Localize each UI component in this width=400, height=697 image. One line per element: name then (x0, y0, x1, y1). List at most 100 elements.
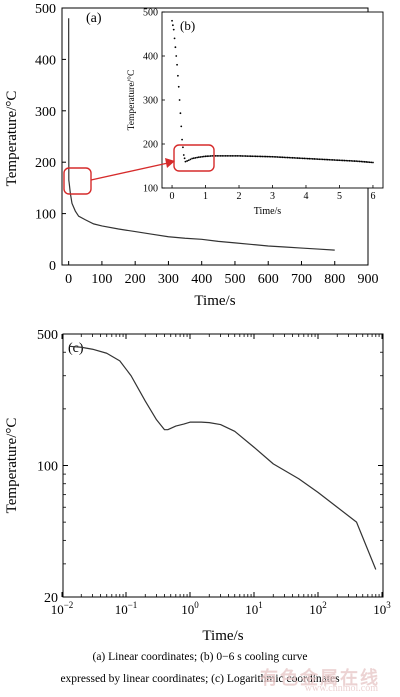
panel-c-frame (62, 333, 384, 598)
x-tick-label: 10−1 (115, 600, 138, 617)
data-point (269, 155, 272, 158)
data-point (180, 125, 183, 128)
data-point (318, 158, 321, 161)
data-point (353, 160, 356, 162)
data-point (303, 157, 306, 160)
data-point (254, 155, 257, 158)
y-axis-label: Temperature/°C (126, 70, 137, 131)
data-point (199, 156, 202, 158)
data-point (311, 157, 314, 160)
data-point (221, 154, 224, 157)
data-point (263, 155, 266, 158)
data-point (192, 157, 195, 160)
data-point (290, 156, 292, 159)
panel-label: (c) (68, 341, 84, 356)
data-point (228, 154, 230, 157)
data-point (234, 154, 237, 157)
data-point (171, 19, 173, 22)
x-tick-label: 700 (291, 272, 312, 287)
data-point (189, 158, 192, 161)
data-point (175, 55, 178, 57)
x-tick-label: 0 (170, 191, 175, 202)
data-point (350, 159, 353, 162)
data-point (343, 159, 346, 162)
data-point (325, 158, 327, 161)
y-axis-label: Temperature/°C (4, 91, 20, 187)
data-point (206, 155, 209, 158)
data-point (340, 159, 343, 162)
x-axis-label: Time/s (202, 628, 243, 644)
panel-a-linear-chart: 0 100 200 300 400 500 600 700 800 900010020030040… (4, 2, 379, 309)
data-point (219, 154, 222, 157)
data-point (341, 159, 344, 162)
data-point (293, 157, 296, 159)
data-point (177, 85, 180, 88)
data-point (244, 155, 247, 157)
panel-c-log-chart: 10−2 10−1 100 101 102 10320100500Time/sTemper… (4, 328, 391, 644)
x-tick-label: 0 (65, 272, 72, 287)
data-point (233, 154, 235, 157)
data-point (355, 160, 358, 163)
data-point (231, 154, 234, 157)
data-point (249, 155, 252, 158)
data-point (326, 158, 329, 161)
data-point (194, 156, 197, 159)
data-point (253, 155, 255, 158)
data-point (266, 155, 269, 158)
data-point (241, 155, 244, 157)
data-point (320, 158, 322, 161)
data-point (310, 157, 312, 160)
data-point (183, 157, 186, 160)
y-tick-label: 0 (49, 259, 56, 274)
data-point (181, 138, 183, 141)
x-tick-label: 6 (370, 191, 375, 202)
panel-b-inset-chart: 0 1 2 3 4 5 6 100 200 300 400 500 Time/s Temperature/… (126, 8, 384, 217)
data-point (171, 24, 174, 27)
data-point (236, 154, 239, 157)
data-point (186, 160, 189, 162)
x-tick-label: 3 (270, 191, 275, 202)
data-point (338, 159, 341, 162)
x-tick-label: 600 (258, 272, 279, 287)
data-point (172, 28, 175, 31)
y-tick-label: 500 (143, 8, 158, 19)
data-point (173, 37, 176, 40)
data-point (276, 156, 279, 158)
data-point (281, 156, 284, 159)
watermark-text: 有色金属在线 (260, 668, 380, 688)
data-point (296, 157, 299, 159)
data-point (368, 161, 371, 164)
data-point (239, 155, 242, 157)
data-point (328, 158, 331, 161)
x-tick-label: 800 (324, 272, 345, 287)
data-point (274, 156, 277, 158)
data-point (283, 156, 286, 159)
cooling-curve-line (68, 18, 335, 251)
data-point (178, 99, 181, 101)
watermark-url: www.cnnmol.com (304, 683, 378, 694)
data-point (348, 159, 351, 162)
data-point (174, 46, 177, 49)
data-point (284, 156, 287, 159)
data-point (182, 146, 184, 149)
data-point (264, 155, 267, 158)
x-tick-label: 103 (373, 600, 391, 617)
data-point (356, 160, 359, 163)
data-point (256, 155, 259, 158)
highlight-box-b (173, 144, 215, 172)
data-point (363, 160, 366, 163)
zoom-annotation (63, 144, 215, 195)
data-point (271, 155, 274, 158)
data-point (330, 158, 332, 161)
panel-label: (a) (86, 11, 102, 26)
data-point (207, 155, 210, 158)
x-tick-label: 100 (181, 600, 199, 617)
data-point (300, 157, 302, 160)
data-point (305, 157, 307, 160)
data-point (291, 156, 294, 159)
data-point (218, 154, 220, 157)
data-point (367, 161, 369, 163)
data-point (229, 154, 232, 157)
y-tick-label: 100 (35, 208, 56, 223)
